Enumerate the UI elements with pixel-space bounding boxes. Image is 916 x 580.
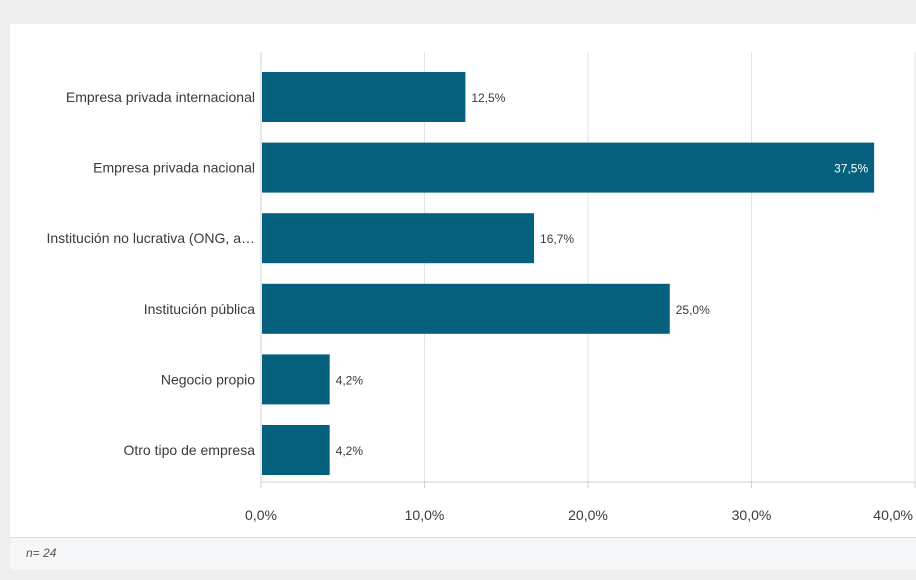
x-tick-label: 40,0% <box>873 507 913 523</box>
bar <box>262 213 535 264</box>
data-label: 37,5% <box>834 162 868 176</box>
bar <box>262 142 875 193</box>
chart-footer: n= 24 <box>10 537 916 570</box>
bar <box>262 72 466 122</box>
data-label: 16,7% <box>540 232 574 246</box>
data-label: 4,2% <box>336 373 364 387</box>
data-label: 4,2% <box>336 444 364 458</box>
category-label: Empresa privada internacional <box>66 89 255 105</box>
category-label: Institución no lucrativa (ONG, a… <box>46 230 255 246</box>
x-tick-label: 10,0% <box>405 507 445 523</box>
bar <box>262 354 330 405</box>
x-tick-label: 0,0% <box>245 507 277 523</box>
data-label: 25,0% <box>676 303 710 317</box>
data-label: 12,5% <box>471 91 505 105</box>
x-tick-label: 20,0% <box>568 507 608 523</box>
category-label: Institución pública <box>144 301 256 317</box>
category-label: Otro tipo de empresa <box>123 442 255 458</box>
category-label: Empresa privada nacional <box>93 160 255 176</box>
x-tick-label: 30,0% <box>732 507 772 523</box>
sample-size-note: n= 24 <box>26 546 57 560</box>
bar <box>262 283 670 334</box>
bar <box>262 425 330 475</box>
category-label: Negocio propio <box>161 371 255 387</box>
